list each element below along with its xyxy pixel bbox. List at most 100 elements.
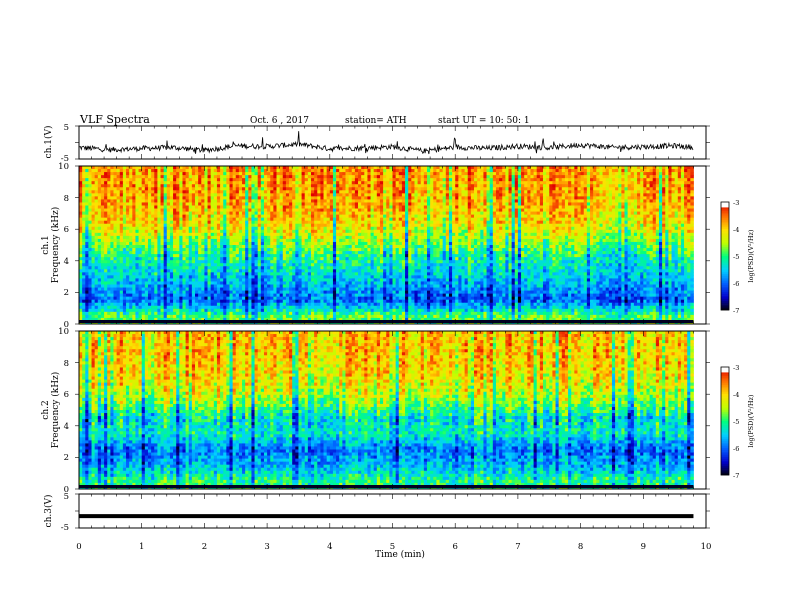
spectrogram-cell	[646, 202, 650, 205]
spectrogram-cell	[117, 169, 121, 172]
spectrogram-cell	[248, 230, 252, 233]
spectrogram-cell	[637, 178, 641, 181]
spectrogram-cell	[179, 178, 183, 181]
spectrogram-cell	[424, 215, 428, 218]
spectrogram-cell	[568, 202, 572, 205]
spectrogram-cell	[631, 187, 635, 190]
spectrogram-cell	[239, 187, 243, 190]
spectrogram-cell	[98, 178, 102, 181]
spectrogram-cell	[280, 199, 284, 202]
spectrogram-cell	[286, 193, 290, 196]
spectrogram-cell	[405, 196, 409, 199]
spectrogram-cell	[192, 227, 196, 230]
spectrogram-cell	[88, 175, 92, 178]
spectrogram-cell	[361, 187, 365, 190]
spectrogram-cell	[480, 175, 484, 178]
spectrogram-cell	[211, 187, 215, 190]
spectrogram-cell	[339, 233, 343, 236]
spectrogram-cell	[320, 236, 324, 239]
spectrogram-cell	[101, 236, 105, 239]
spectrogram-cell	[239, 206, 243, 209]
spectrogram-cell	[606, 215, 610, 218]
spectrogram-cell	[283, 196, 287, 199]
spectrogram-cell	[339, 187, 343, 190]
figure-title: VLF Spectra	[79, 113, 150, 126]
spectrogram-cell	[179, 202, 183, 205]
spectrogram-cell	[79, 230, 83, 233]
spectrogram-cell	[251, 230, 255, 233]
spectrogram-cell	[421, 178, 425, 181]
spectrogram-cell	[631, 169, 635, 172]
spectrogram-cell	[687, 175, 691, 178]
spectrogram-cell	[681, 184, 685, 187]
spectrogram-cell	[120, 212, 124, 215]
spectrogram-cell	[135, 239, 139, 242]
spectrogram-cell	[690, 209, 694, 212]
spectrogram-cell	[668, 236, 672, 239]
spectrogram-cell	[537, 224, 541, 227]
spectrogram-cell	[214, 209, 218, 212]
spectrogram-cell	[132, 212, 136, 215]
spectrogram-cell	[79, 202, 83, 205]
spectrogram-cell	[113, 206, 117, 209]
spectrogram-cell	[261, 230, 265, 233]
spectrogram-cell	[302, 209, 306, 212]
spectrogram-cell	[198, 224, 202, 227]
spectrogram-cell	[490, 236, 494, 239]
spectrogram-cell	[521, 196, 525, 199]
spectrogram-cell	[273, 218, 277, 221]
spectrogram-cell	[556, 224, 560, 227]
spectrogram-cell	[571, 169, 575, 172]
spectrogram-cell	[295, 169, 299, 172]
spectrogram-cell	[142, 236, 146, 239]
spectrogram-cell	[298, 212, 302, 215]
spectrogram-cell	[167, 230, 171, 233]
spectrogram-cell	[443, 212, 447, 215]
spectrogram-cell	[142, 199, 146, 202]
spectrogram-cell	[330, 187, 334, 190]
spectrogram-cell	[396, 190, 400, 193]
spectrogram-cell	[471, 239, 475, 242]
spectrogram-cell	[189, 190, 193, 193]
spectrogram-cell	[537, 239, 541, 242]
spectrogram-cell	[120, 166, 124, 169]
spectrogram-cell	[474, 221, 478, 224]
spectrogram-cell	[280, 206, 284, 209]
spectrogram-cell	[113, 181, 117, 184]
spectrogram-cell	[229, 187, 233, 190]
spectrogram-cell	[653, 175, 657, 178]
spectrogram-cell	[559, 196, 563, 199]
spectrogram-cell	[170, 169, 174, 172]
spectrogram-cell	[270, 218, 274, 221]
spectrogram-cell	[653, 178, 657, 181]
spectrogram-cell	[659, 206, 663, 209]
spectrogram-cell	[509, 190, 513, 193]
spectrogram-cell	[509, 178, 513, 181]
spectrogram-cell	[446, 199, 450, 202]
spectrogram-cell	[505, 196, 509, 199]
spectrogram-cell	[393, 193, 397, 196]
spectrogram-cell	[120, 239, 124, 242]
spectrogram-cell	[320, 206, 324, 209]
spectrogram-cell	[389, 172, 393, 175]
spectrogram-cell	[518, 206, 522, 209]
spectrogram-cell	[330, 233, 334, 236]
spectrogram-cell	[311, 215, 315, 218]
spectrogram-cell	[371, 215, 375, 218]
spectrogram-cell	[236, 227, 240, 230]
spectrogram-cell	[505, 199, 509, 202]
spectrogram-cell	[524, 239, 528, 242]
spectrogram-cell	[631, 193, 635, 196]
spectrogram-cell	[386, 221, 390, 224]
spectrogram-cell	[113, 196, 117, 199]
spectrogram-cell	[568, 221, 572, 224]
spectrogram-cell	[295, 178, 299, 181]
spectrogram-cell	[198, 233, 202, 236]
spectrogram-cell	[534, 187, 538, 190]
spectrogram-cell	[220, 202, 224, 205]
spectrogram-cell	[534, 202, 538, 205]
spectrogram-cell	[264, 221, 268, 224]
spectrogram-cell	[530, 233, 534, 236]
spectrogram-cell	[493, 206, 497, 209]
spectrogram-cell	[480, 227, 484, 230]
